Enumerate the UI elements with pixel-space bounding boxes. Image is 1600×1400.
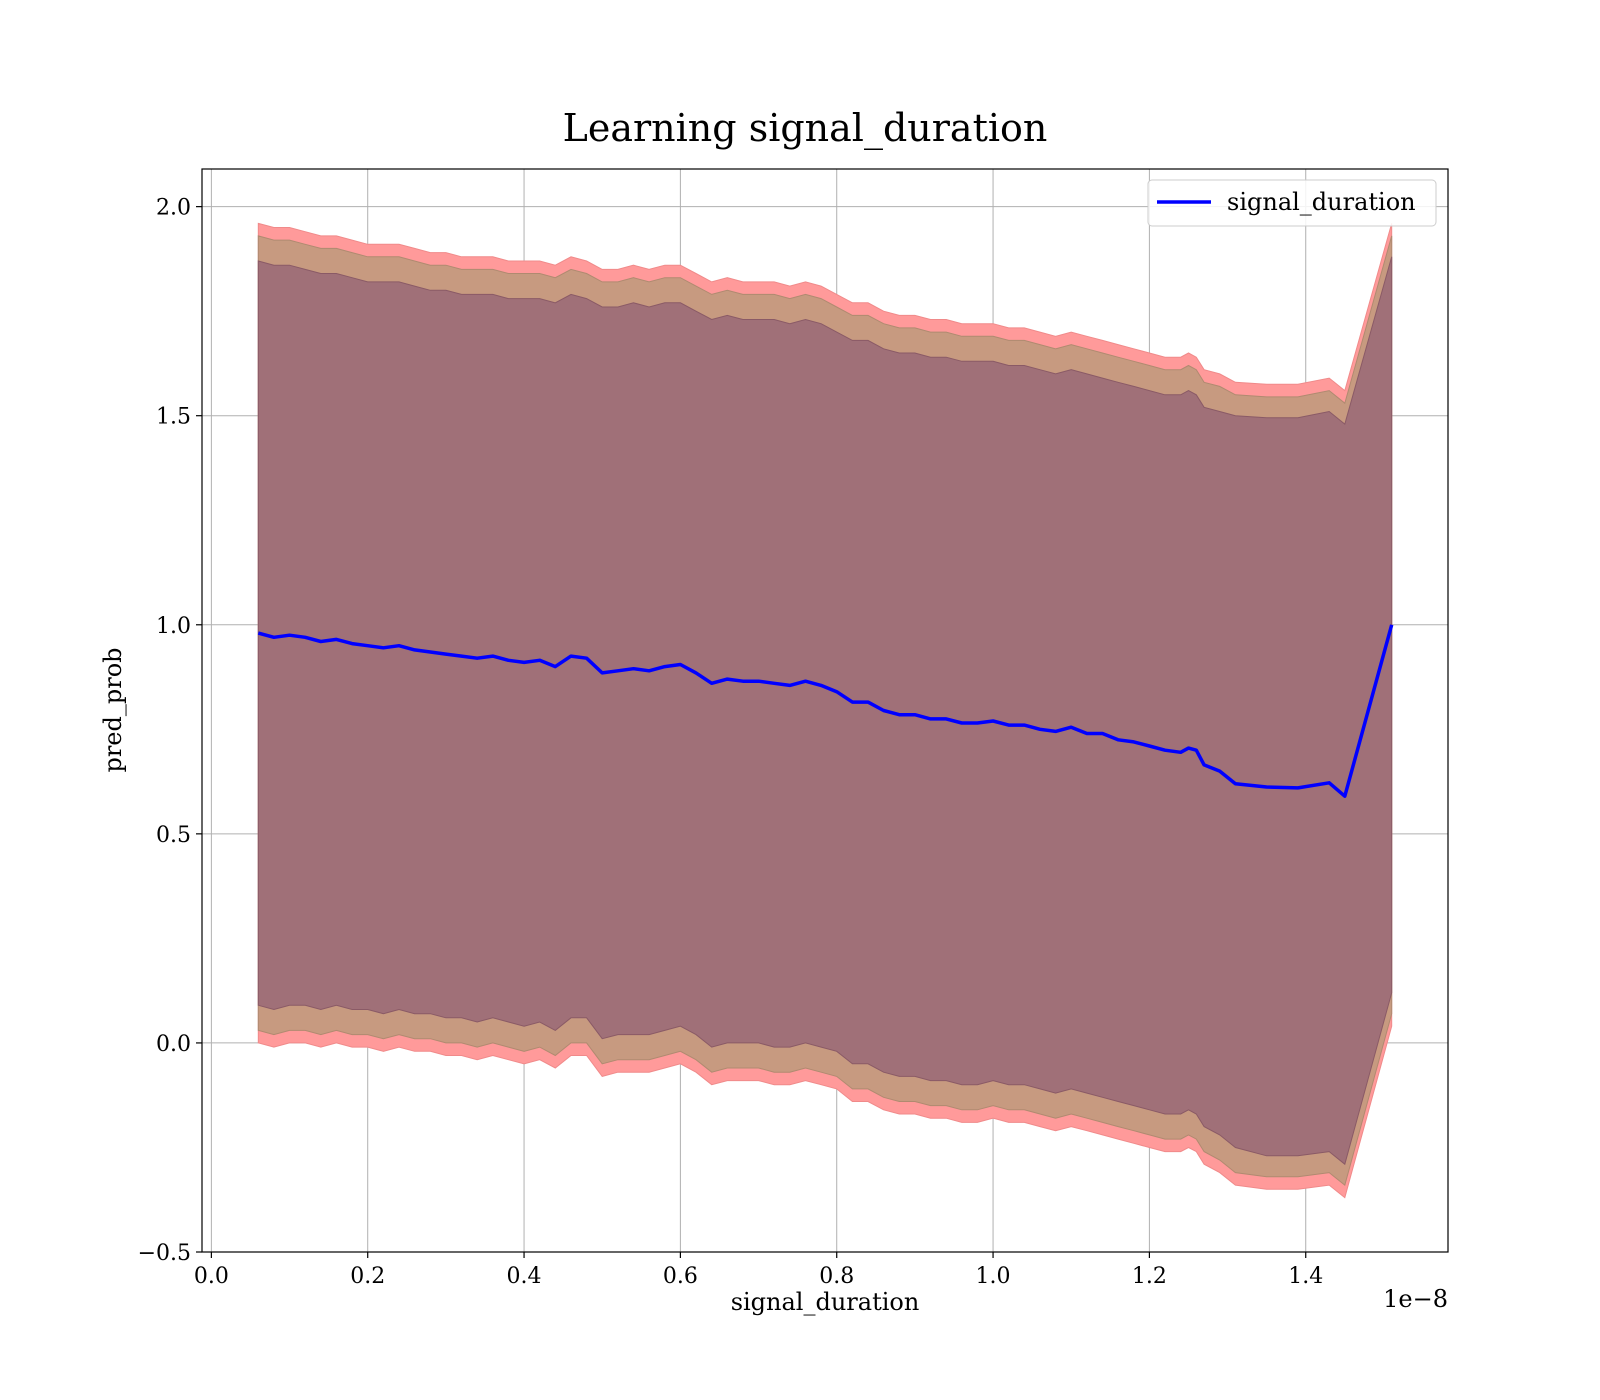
x-axis-label: signal_duration — [731, 1288, 920, 1316]
legend-label-signal-duration: signal_duration — [1227, 188, 1416, 216]
legend-box — [1147, 179, 1437, 227]
y-tick-label: 2.0 — [156, 196, 191, 221]
x-tick-label: 1.2 — [1132, 1264, 1167, 1289]
x-tick-label: 0.8 — [819, 1264, 854, 1289]
x-tick-label: 0.4 — [507, 1264, 542, 1289]
series-lines — [257, 624, 1394, 798]
chart-title: Learning signal_duration — [563, 106, 1048, 151]
series-line-signal-duration — [257, 624, 1394, 798]
y-tick-label: 0.5 — [156, 823, 191, 848]
x-axis-ticks: 0.0 0.2 0.4 0.6 0.8 1.0 1.2 1.4 — [194, 1252, 1323, 1289]
x-tick-label: 0.6 — [663, 1264, 698, 1289]
y-tick-label: 1.0 — [156, 614, 191, 639]
y-axis-ticks: −0.5 0.0 0.5 1.0 1.5 2.0 — [138, 196, 202, 1266]
x-tick-label: 0.0 — [194, 1264, 229, 1289]
confidence-bands — [257, 222, 1393, 1199]
x-tick-label: 0.2 — [350, 1264, 385, 1289]
y-axis-label: pred_prob — [99, 647, 127, 772]
legend: signal_duration — [1147, 179, 1437, 227]
y-tick-label: 1.5 — [156, 405, 191, 430]
y-tick-label: −0.5 — [138, 1241, 191, 1266]
y-tick-label: 0.0 — [156, 1032, 191, 1057]
confidence-band-3 — [257, 256, 1393, 1166]
x-tick-label: 1.4 — [1288, 1264, 1323, 1289]
plot-area-frame — [201, 168, 1449, 1253]
x-axis-offset-label: 1e−8 — [1383, 1285, 1448, 1313]
x-tick-label: 1.0 — [976, 1264, 1011, 1289]
